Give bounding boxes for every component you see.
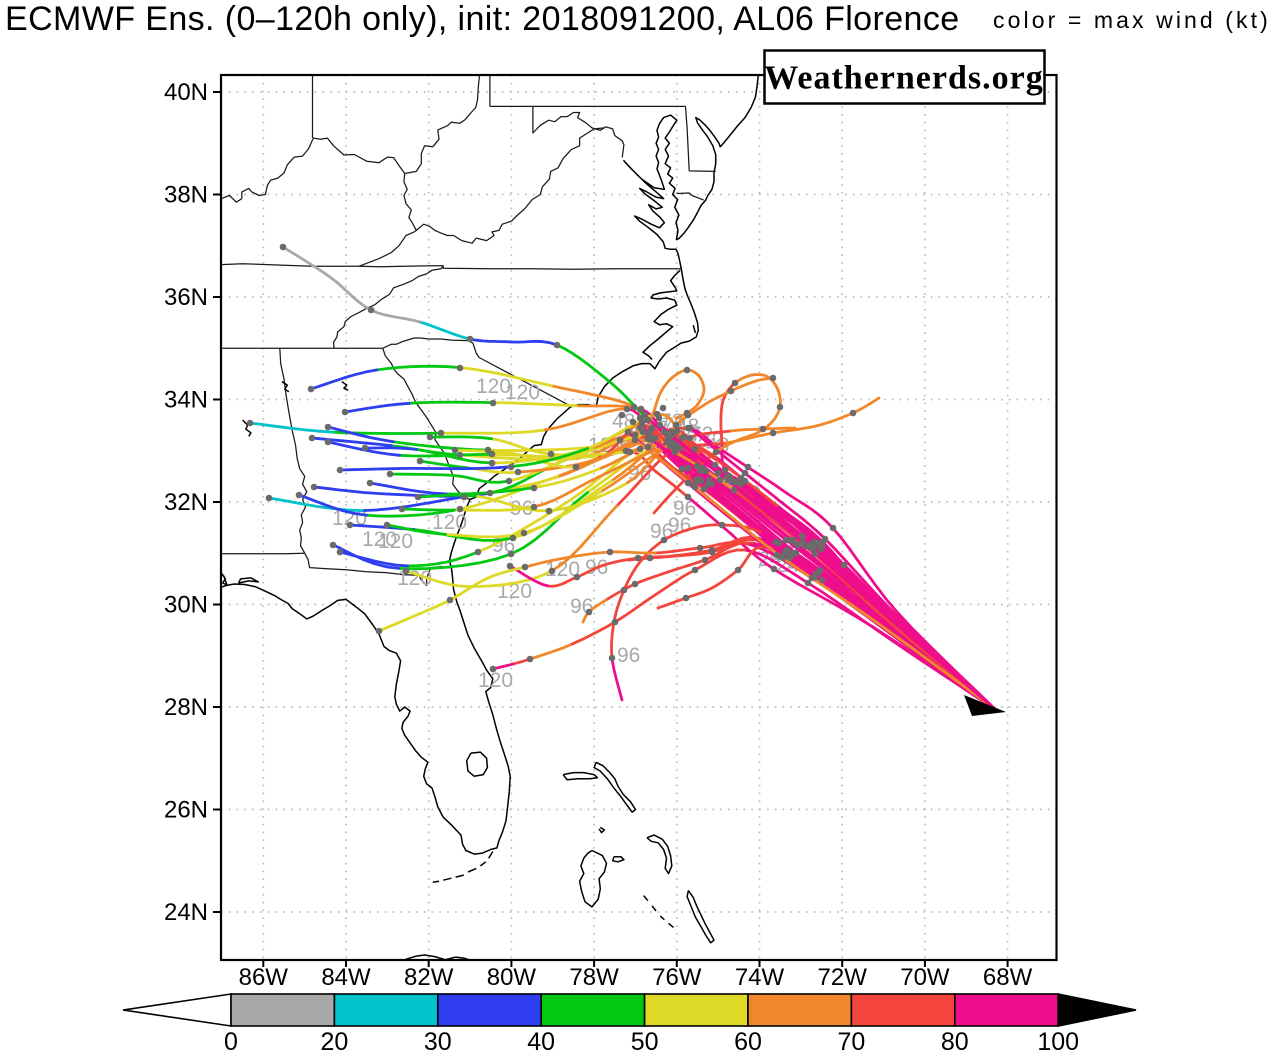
svg-text:76W: 76W bbox=[652, 964, 702, 991]
svg-text:96: 96 bbox=[673, 497, 696, 520]
svg-text:30: 30 bbox=[424, 1028, 452, 1056]
svg-text:36N: 36N bbox=[164, 284, 208, 311]
svg-text:26N: 26N bbox=[164, 797, 208, 824]
svg-text:68W: 68W bbox=[983, 964, 1033, 991]
svg-text:40N: 40N bbox=[164, 79, 208, 106]
svg-text:100: 100 bbox=[1037, 1028, 1079, 1056]
svg-text:120: 120 bbox=[505, 381, 540, 404]
svg-text:82W: 82W bbox=[404, 964, 454, 991]
svg-text:30N: 30N bbox=[164, 592, 208, 619]
svg-text:72W: 72W bbox=[818, 964, 868, 991]
svg-text:120: 120 bbox=[378, 530, 413, 553]
svg-text:80W: 80W bbox=[487, 964, 537, 991]
svg-text:120: 120 bbox=[432, 511, 467, 534]
svg-text:38N: 38N bbox=[164, 182, 208, 209]
svg-text:ECMWF Ens. (0–120h only), init: ECMWF Ens. (0–120h only), init: 20180912… bbox=[5, 0, 960, 38]
svg-text:120: 120 bbox=[478, 669, 513, 692]
svg-text:70W: 70W bbox=[900, 964, 950, 991]
svg-text:20: 20 bbox=[320, 1028, 348, 1056]
svg-text:60: 60 bbox=[734, 1028, 762, 1056]
svg-text:120: 120 bbox=[545, 558, 580, 581]
svg-text:50: 50 bbox=[631, 1028, 659, 1056]
svg-text:40: 40 bbox=[527, 1028, 555, 1056]
svg-text:80: 80 bbox=[941, 1028, 969, 1056]
svg-text:120: 120 bbox=[362, 528, 397, 551]
svg-text:120: 120 bbox=[476, 375, 511, 398]
svg-text:78W: 78W bbox=[569, 964, 619, 991]
svg-text:74W: 74W bbox=[735, 964, 785, 991]
svg-text:24N: 24N bbox=[164, 899, 208, 926]
svg-text:34N: 34N bbox=[164, 387, 208, 414]
svg-text:32N: 32N bbox=[164, 489, 208, 516]
svg-text:84W: 84W bbox=[321, 964, 371, 991]
svg-text:86W: 86W bbox=[239, 964, 289, 991]
svg-text:70: 70 bbox=[837, 1028, 865, 1056]
svg-text:color = max wind (kt): color = max wind (kt) bbox=[993, 7, 1271, 33]
svg-text:96: 96 bbox=[617, 644, 640, 667]
svg-text:Weathernerds.org: Weathernerds.org bbox=[764, 60, 1043, 97]
svg-text:28N: 28N bbox=[164, 694, 208, 721]
svg-text:0: 0 bbox=[224, 1028, 238, 1056]
